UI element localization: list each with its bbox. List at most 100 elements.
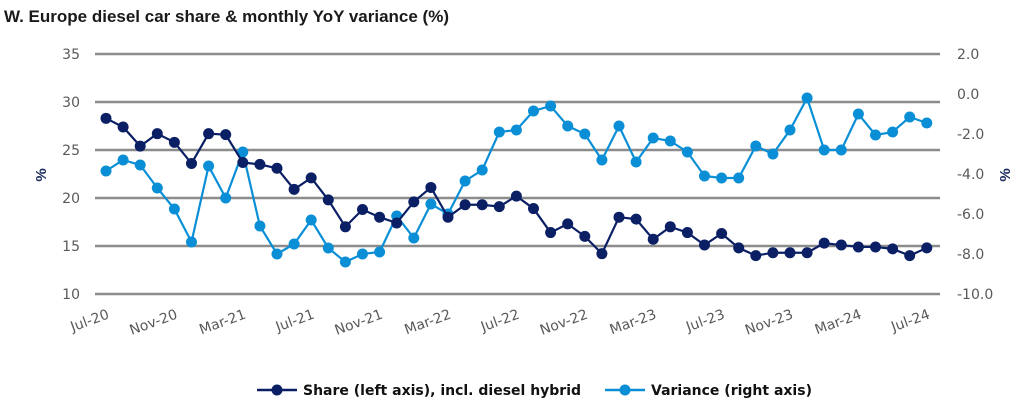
data-point [681, 227, 693, 239]
data-point [151, 128, 163, 140]
data-point [904, 111, 916, 123]
right-axis-label: % [997, 168, 1014, 181]
data-point [750, 140, 762, 152]
data-point [596, 154, 608, 166]
data-point [818, 144, 830, 156]
legend-variance-marker [619, 384, 631, 396]
right-tick-label: -4.0 [957, 167, 984, 183]
data-point [117, 121, 129, 133]
data-point [100, 112, 112, 124]
right-tick-label: -6.0 [957, 207, 984, 223]
data-point [459, 199, 471, 211]
left-tick-label: 30 [62, 95, 80, 111]
x-tick-label: Mar-21 [197, 307, 248, 339]
data-point [767, 148, 779, 160]
data-point [784, 247, 796, 259]
x-tick-label: Jul-21 [273, 307, 317, 336]
data-point [271, 162, 283, 174]
legend-variance-label: Variance (right axis) [651, 383, 812, 399]
left-tick-label: 25 [62, 143, 80, 159]
left-tick-label: 20 [62, 191, 80, 207]
data-point [801, 92, 813, 104]
left-axis-label: % [33, 168, 50, 181]
x-tick-label: Nov-23 [743, 307, 795, 339]
data-point [151, 182, 163, 194]
x-axis-ticks: Jul-20 Nov-20 Mar-21 Jul-21 Nov-21 Mar-22 Jul-… [68, 307, 933, 339]
series-0 [100, 112, 933, 262]
x-tick-label: Nov-21 [333, 307, 385, 339]
data-point [528, 203, 539, 215]
gridlines [95, 52, 940, 296]
data-point [203, 128, 215, 140]
right-tick-label: 0.0 [957, 87, 979, 103]
data-point [100, 165, 112, 177]
data-point [476, 199, 488, 211]
right-tick-label: 2.0 [957, 47, 979, 63]
data-point [870, 241, 881, 253]
x-tick-label: Jul-22 [478, 307, 522, 336]
data-point [647, 132, 659, 144]
data-point [134, 140, 146, 152]
data-point [852, 241, 864, 253]
data-point [186, 157, 197, 169]
data-point [408, 196, 420, 208]
data-point [750, 250, 762, 262]
data-point [733, 172, 745, 184]
data-point [220, 129, 232, 141]
data-point [562, 218, 574, 230]
data-point [579, 128, 591, 140]
x-tick-label: Mar-23 [608, 307, 659, 339]
data-point [288, 238, 300, 250]
data-point [305, 172, 317, 184]
right-tick-label: -2.0 [957, 127, 984, 143]
x-tick-label: Nov-20 [127, 307, 179, 339]
data-point [887, 126, 899, 138]
right-tick-label: -10.0 [957, 287, 993, 303]
data-point [357, 248, 368, 260]
data-point [767, 247, 779, 259]
x-tick-label: Mar-22 [402, 307, 453, 339]
x-tick-label: Jul-24 [888, 307, 932, 336]
data-point [186, 236, 197, 248]
data-point [493, 126, 505, 138]
data-point [374, 246, 386, 258]
data-point [168, 203, 180, 215]
data-point [664, 135, 676, 147]
data-point [493, 201, 505, 213]
data-point [545, 100, 557, 112]
data-point [904, 250, 916, 262]
data-point [442, 211, 454, 223]
data-point [784, 124, 796, 136]
x-tick-label: Jul-20 [68, 307, 112, 336]
data-point [134, 159, 146, 171]
data-point [699, 170, 710, 182]
legend-share-label: Share (left axis), incl. diesel hybrid [303, 383, 581, 399]
data-point [716, 228, 728, 240]
data-point [510, 190, 522, 202]
data-point [852, 108, 864, 120]
data-point [117, 154, 129, 166]
data-point [425, 198, 437, 210]
data-point [254, 220, 266, 232]
data-point [339, 221, 351, 233]
data-point [459, 175, 471, 187]
x-tick-label: Nov-22 [538, 307, 590, 339]
legend: Share (left axis), incl. diesel hybrid V… [257, 383, 812, 399]
left-tick-label: 35 [62, 47, 80, 63]
data-point [579, 230, 591, 242]
chart-title: W. Europe diesel car share & monthly YoY… [4, 7, 449, 26]
data-point [835, 144, 847, 156]
data-point [357, 204, 368, 216]
data-point [921, 117, 933, 129]
left-axis-ticks: 35 30 25 20 15 10 [62, 47, 80, 303]
data-point [391, 217, 403, 229]
data-point [699, 239, 710, 251]
data-point [716, 172, 728, 184]
data-point [545, 227, 557, 239]
data-point [237, 156, 249, 168]
data-point [887, 243, 899, 255]
series-layer [100, 92, 933, 268]
data-point [681, 146, 693, 158]
data-point [322, 242, 334, 254]
